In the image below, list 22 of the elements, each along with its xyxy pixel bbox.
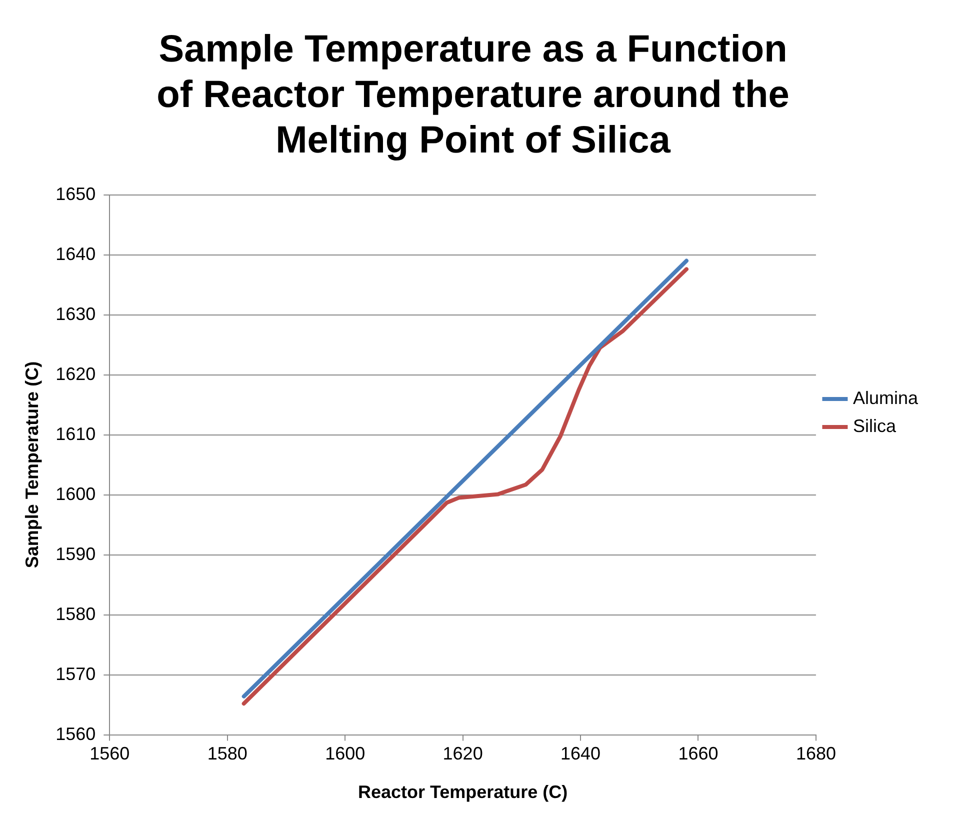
y-tick-label: 1580 — [56, 604, 96, 624]
x-tick-label: 1560 — [90, 744, 130, 764]
y-tick-label: 1600 — [56, 484, 96, 504]
y-tick-label: 1630 — [56, 304, 96, 324]
y-axis-title: Sample Temperature (C) — [22, 361, 42, 568]
chart-title: Sample Temperature as a Function of Reactor Temperature around the Melting Point of Silica — [156, 28, 790, 162]
x-tick-label: 1580 — [207, 744, 248, 764]
y-tick-label: 1620 — [56, 364, 96, 384]
y-tick-label: 1560 — [56, 724, 96, 744]
y-tick-label: 1570 — [56, 664, 96, 684]
y-tick-label: 1610 — [56, 424, 96, 444]
y-tick-label: 1590 — [56, 544, 96, 564]
x-tick-label: 1620 — [442, 744, 483, 764]
x-axis-title: Reactor Temperature (C) — [358, 782, 568, 802]
x-tick-label: 1680 — [796, 744, 836, 764]
x-tick-label: 1640 — [560, 744, 601, 764]
x-tick-label: 1600 — [325, 744, 366, 764]
x-tick-label: 1660 — [678, 744, 718, 764]
y-tick-label: 1650 — [56, 184, 96, 204]
y-tick-label: 1640 — [56, 244, 96, 264]
legend-label: Alumina — [852, 388, 919, 408]
legend-label: Silica — [852, 416, 897, 436]
